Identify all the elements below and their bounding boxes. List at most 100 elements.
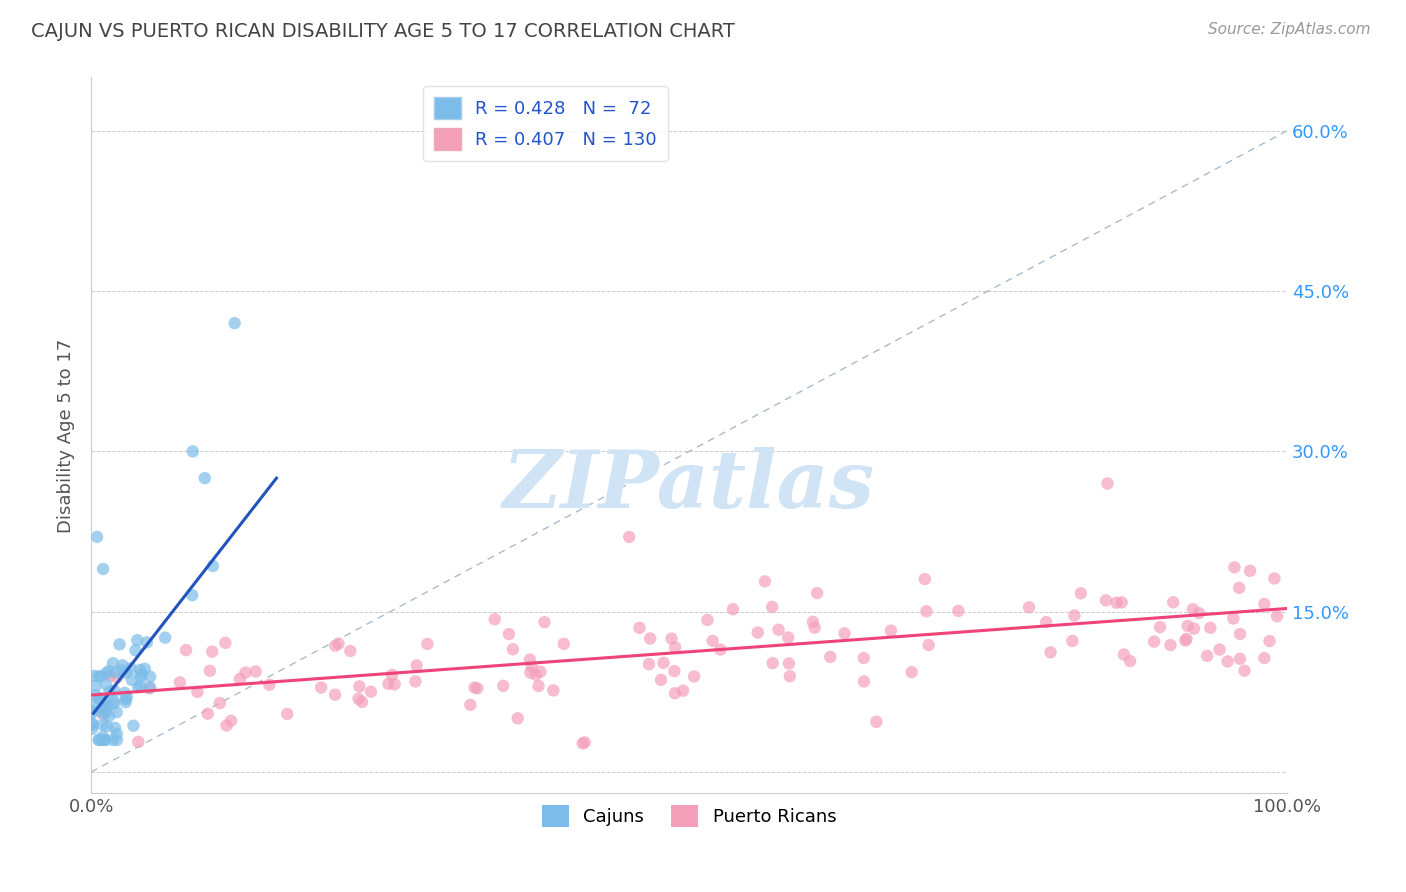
Point — [181, 588, 204, 602]
Point — [404, 674, 426, 689]
Point — [360, 684, 382, 698]
Point — [87, 669, 110, 683]
Point — [747, 625, 769, 640]
Point — [801, 615, 824, 629]
Point — [484, 612, 506, 626]
Point — [524, 668, 547, 682]
Legend: Cajuns, Puerto Ricans: Cajuns, Puerto Ricans — [534, 798, 844, 834]
Point — [124, 643, 146, 657]
Point — [349, 680, 371, 694]
Point — [571, 736, 593, 750]
Point — [347, 691, 370, 706]
Point — [91, 702, 114, 716]
Point — [1039, 645, 1062, 659]
Point — [820, 649, 842, 664]
Point — [97, 664, 120, 678]
Point — [105, 733, 128, 747]
Point — [806, 586, 828, 600]
Point — [80, 716, 103, 731]
Point — [1175, 632, 1198, 646]
Point — [1097, 476, 1119, 491]
Point — [91, 707, 114, 722]
Point — [169, 675, 191, 690]
Point — [519, 652, 541, 666]
Point — [416, 637, 439, 651]
Point — [696, 613, 718, 627]
Point — [768, 623, 790, 637]
Point — [1062, 634, 1084, 648]
Point — [1265, 609, 1288, 624]
Point — [224, 316, 246, 330]
Point — [762, 656, 785, 670]
Point — [82, 718, 104, 732]
Point — [467, 681, 489, 696]
Point — [638, 632, 661, 646]
Point — [520, 659, 543, 673]
Point — [1258, 634, 1281, 648]
Point — [101, 733, 124, 747]
Point — [1112, 648, 1135, 662]
Point — [1199, 621, 1222, 635]
Point — [94, 733, 117, 747]
Point — [120, 661, 142, 675]
Point — [529, 665, 551, 679]
Point — [778, 657, 800, 671]
Point — [82, 706, 104, 720]
Point — [214, 636, 236, 650]
Point — [194, 471, 217, 485]
Point — [91, 718, 114, 732]
Point — [201, 558, 224, 573]
Point — [1229, 627, 1251, 641]
Point — [900, 665, 922, 680]
Point — [127, 681, 149, 695]
Point — [1181, 602, 1204, 616]
Point — [105, 671, 128, 685]
Point — [127, 735, 149, 749]
Point — [103, 694, 125, 708]
Point — [464, 681, 486, 695]
Point — [865, 714, 887, 729]
Point — [114, 695, 136, 709]
Point — [664, 664, 686, 678]
Point — [1239, 564, 1261, 578]
Point — [91, 706, 114, 720]
Point — [94, 677, 117, 691]
Point — [105, 705, 128, 719]
Point — [115, 690, 138, 704]
Point — [460, 698, 482, 712]
Point — [1018, 600, 1040, 615]
Point — [259, 678, 281, 692]
Point — [664, 686, 686, 700]
Point — [325, 639, 347, 653]
Point — [917, 638, 939, 652]
Point — [186, 685, 208, 699]
Point — [702, 633, 724, 648]
Text: ZIPatlas: ZIPatlas — [503, 447, 875, 524]
Point — [235, 665, 257, 680]
Point — [1222, 611, 1244, 625]
Point — [1253, 597, 1275, 611]
Point — [105, 727, 128, 741]
Point — [129, 663, 152, 677]
Point — [1095, 593, 1118, 607]
Point — [377, 677, 399, 691]
Point — [761, 599, 783, 614]
Point — [1111, 595, 1133, 609]
Point — [309, 681, 332, 695]
Point — [122, 719, 145, 733]
Point — [104, 721, 127, 735]
Point — [94, 666, 117, 681]
Point — [339, 644, 361, 658]
Point — [405, 658, 427, 673]
Point — [91, 730, 114, 744]
Point — [89, 692, 111, 706]
Point — [1208, 642, 1230, 657]
Point — [1149, 620, 1171, 634]
Point — [628, 621, 651, 635]
Point — [84, 679, 107, 693]
Point — [323, 688, 346, 702]
Point — [638, 657, 661, 672]
Point — [96, 701, 118, 715]
Point — [139, 681, 162, 695]
Point — [80, 722, 103, 736]
